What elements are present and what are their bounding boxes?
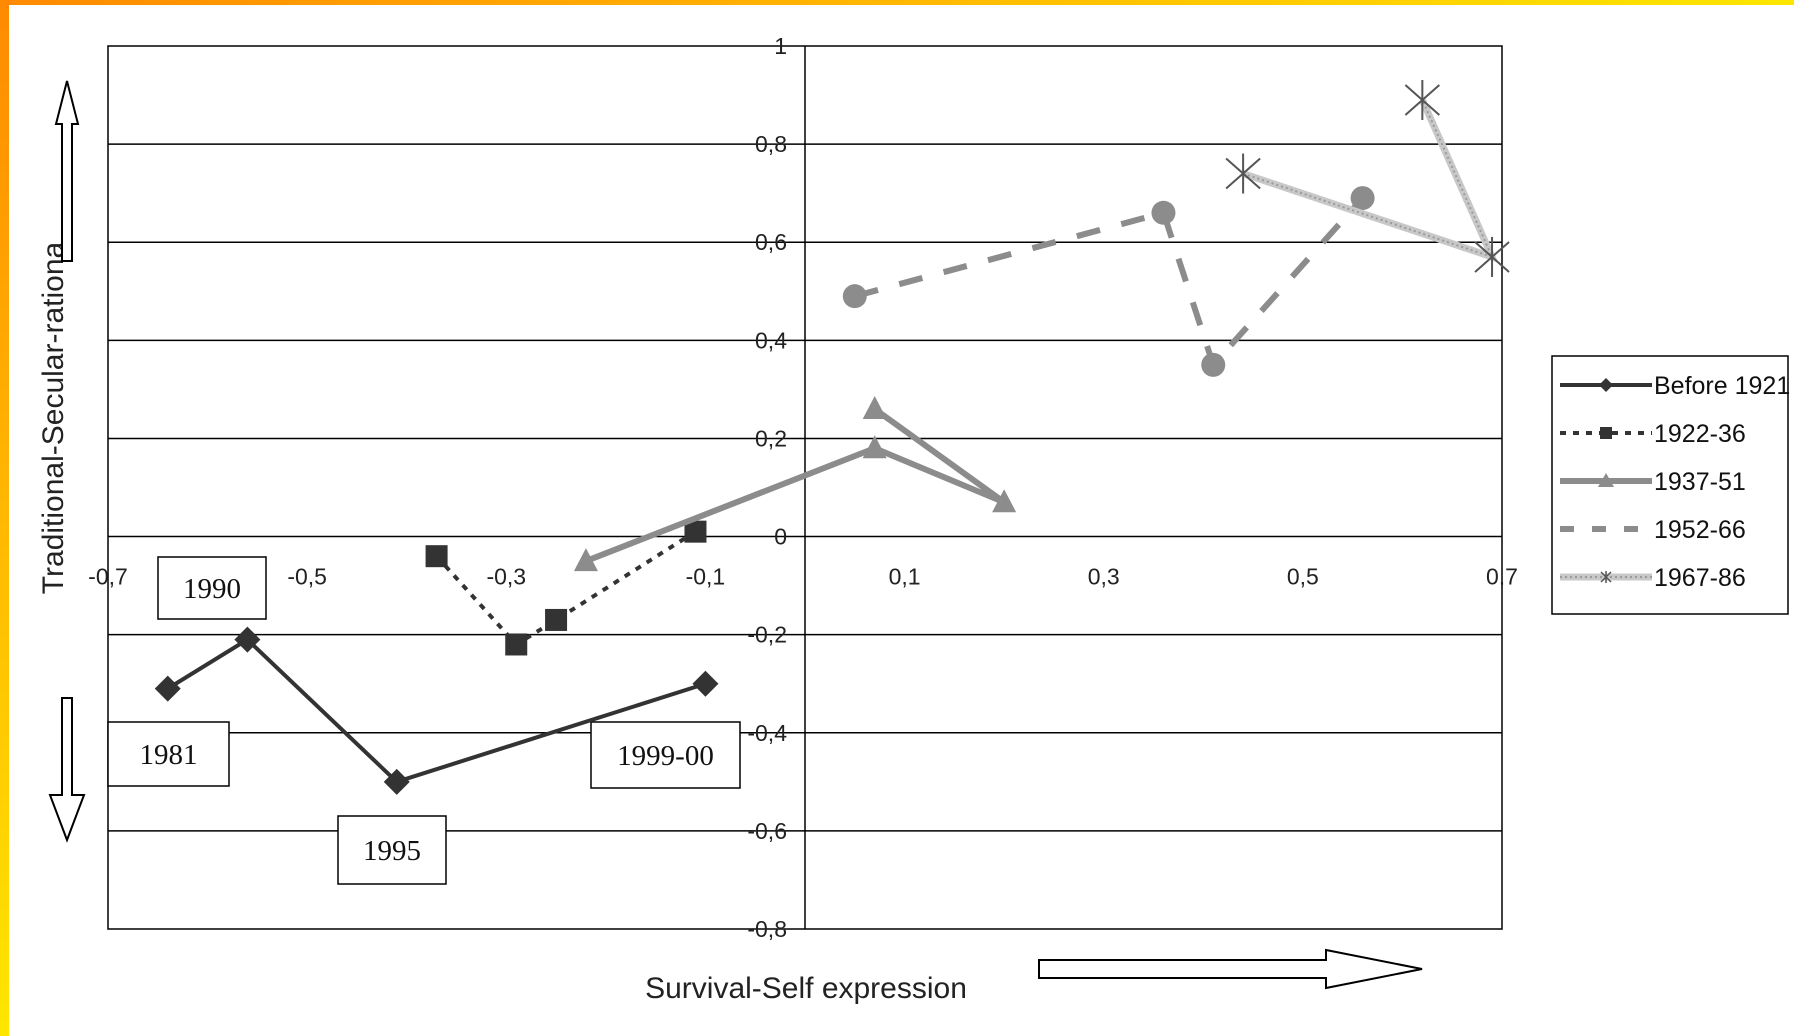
marker-square — [684, 520, 707, 543]
axes — [108, 46, 1502, 929]
tick-labels: 1 0,8 0,6 0,4 0,2 0 -0,2 -0,4 -0,6 -0,8 -0,7 -0,5 -0… — [88, 33, 1518, 942]
annotation-box — [107, 721, 230, 787]
frame-top-bar — [0, 0, 1794, 5]
marker-star — [1404, 79, 1441, 120]
marker-triangle — [862, 396, 887, 420]
series-1937-51 — [573, 396, 1017, 572]
series-before-1921 — [154, 626, 719, 795]
star-stroke — [1600, 571, 1612, 583]
y-tick-label: 1 — [774, 33, 787, 59]
y-axis-title: Traditional-Secular-rationa — [37, 241, 70, 594]
series-line — [584, 406, 1006, 564]
series-line — [1242, 98, 1499, 263]
y-tick-label: 0,2 — [755, 425, 787, 451]
marker-triangle — [992, 489, 1017, 513]
legend-label: Before 1921 — [1654, 372, 1790, 400]
marker-circle — [1151, 200, 1176, 225]
marker-triangle — [573, 548, 598, 572]
series-1952-66 — [842, 186, 1375, 377]
annotation-label: 1999-00 — [617, 740, 714, 772]
legend-marker — [1598, 473, 1614, 487]
annotation-label: 1995 — [363, 835, 421, 867]
x-tick-label: -0,7 — [88, 564, 128, 590]
legend-item: 1952-66 — [1560, 516, 1746, 544]
annotation-1990: 1990 — [157, 556, 267, 620]
marker-square — [545, 608, 568, 631]
legend-item: 1922-36 — [1560, 420, 1746, 448]
legend-item: 1967-86 — [1560, 564, 1746, 592]
series-layer — [154, 79, 1510, 795]
legend-item: Before 1921 — [1560, 372, 1790, 400]
y-tick-label: -0,8 — [747, 916, 787, 942]
star-stroke — [1404, 84, 1441, 116]
y-tick-label: -0,6 — [747, 818, 787, 844]
y-tick-label: 0,8 — [755, 131, 787, 157]
legend-marker — [1600, 571, 1612, 583]
marker-square — [425, 545, 448, 568]
x-tick-label: -0,5 — [287, 564, 327, 590]
marker-diamond — [154, 675, 181, 702]
series-1922-36 — [425, 520, 707, 656]
annotation-1995: 1995 — [337, 815, 447, 885]
marker-circle — [1350, 186, 1375, 211]
legend-label: 1967-86 — [1654, 564, 1746, 592]
marker-diamond — [234, 626, 261, 653]
legend: Before 1921 1922-36 1937-51 1952-66 1967-86 — [1560, 372, 1790, 592]
annotation-box — [157, 556, 267, 620]
up-arrow-icon — [54, 80, 80, 262]
x-tick-label: 0,5 — [1287, 564, 1319, 590]
series-line — [166, 637, 707, 785]
x-tick-label: -0,1 — [686, 564, 726, 590]
marker-square — [505, 633, 528, 656]
legend-marker — [1599, 378, 1613, 392]
legend-label: 1952-66 — [1654, 516, 1746, 544]
legend-label: 1922-36 — [1654, 420, 1746, 448]
star-stroke — [1225, 157, 1261, 190]
x-tick-label: 0,7 — [1486, 564, 1518, 590]
marker-diamond — [692, 670, 719, 697]
y-tick-label: -0,2 — [747, 622, 787, 648]
y-tick-label: -0,4 — [747, 720, 787, 746]
x-axis-title: Survival-Self expression — [645, 972, 967, 1005]
annotation-box — [337, 815, 447, 885]
annotation-box — [590, 721, 741, 789]
legend-item: 1937-51 — [1560, 468, 1746, 496]
marker-circle — [1201, 352, 1226, 377]
x-tick-label: -0,3 — [486, 564, 526, 590]
marker-star — [1225, 153, 1261, 194]
marker-diamond — [383, 768, 410, 795]
marker-star — [1474, 236, 1510, 277]
annotation-1999-00: 1999-00 — [590, 721, 741, 789]
grid-lines — [108, 143, 1502, 832]
x-tick-label: 0,3 — [1088, 564, 1120, 590]
star-stroke — [1474, 241, 1510, 273]
marker-circle — [842, 284, 867, 309]
annotation-label: 1981 — [140, 739, 198, 771]
legend-box — [1551, 355, 1789, 615]
series-line — [435, 529, 697, 648]
series-1967-86 — [1225, 79, 1510, 277]
legend-label: 1937-51 — [1654, 468, 1746, 496]
y-tick-label: 0 — [774, 524, 787, 550]
annotation-label: 1990 — [183, 573, 241, 605]
year-annotations: 1990 1981 1995 1999-00 — [107, 556, 741, 885]
right-arrow-icon — [1038, 948, 1423, 990]
series-line — [854, 196, 1365, 371]
down-arrow-icon — [48, 697, 86, 843]
y-tick-label: 0,6 — [755, 229, 787, 255]
frame-left-bar — [0, 0, 9, 1036]
x-tick-label: 0,1 — [889, 564, 921, 590]
marker-triangle — [862, 435, 887, 459]
annotation-1981: 1981 — [107, 721, 230, 787]
y-tick-label: 0,4 — [755, 327, 787, 353]
legend-marker — [1600, 427, 1612, 439]
